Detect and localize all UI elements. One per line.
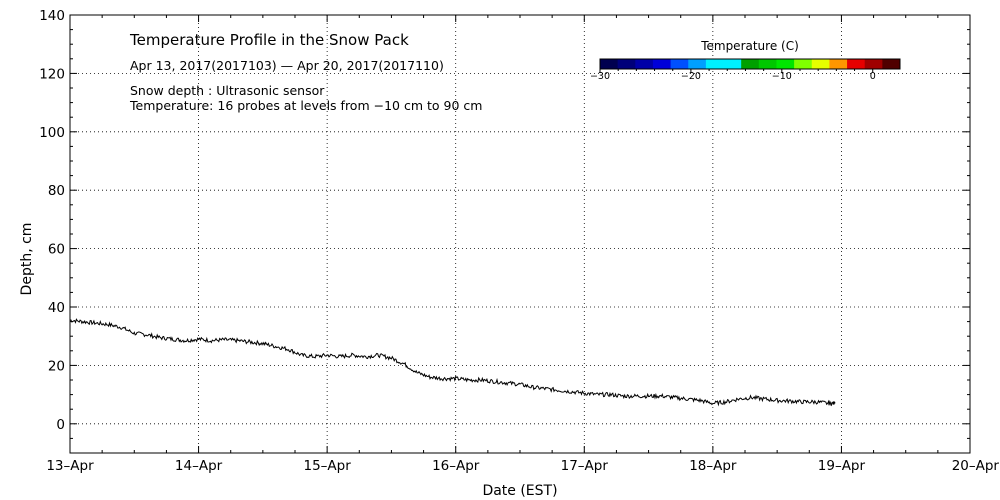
chart-title: Temperature Profile in the Snow Pack [129,31,409,49]
y-tick-label: 0 [56,417,65,433]
colorbar-tick-label: −20 [681,71,701,82]
chart-note-probes: Temperature: 16 probes at levels from −1… [129,98,482,113]
y-tick-label: 40 [48,300,65,316]
colorbar-tick-label: −30 [590,71,610,82]
colorbar-cell [688,59,707,69]
x-tick-label: 18–Apr [689,458,737,474]
colorbar-cell [776,59,795,69]
y-tick-label: 120 [39,66,65,82]
y-tick-label: 20 [48,358,65,374]
temperature-colorbar: Temperature (C) −30 −20 −10 0 [590,39,901,82]
grid-lines [70,14,970,453]
snow-depth-line [69,318,836,407]
x-tick-label: 19–Apr [818,458,866,474]
y-tick-label: 80 [48,183,65,199]
y-axis-label: Depth, cm [19,223,35,296]
x-tick-label: 20–Apr [952,458,1000,474]
colorbar-cell [882,59,901,69]
colorbar-cell [723,59,742,69]
colorbar-tick-label: −10 [772,71,792,82]
x-tick-label: 16–Apr [432,458,480,474]
colorbar-title: Temperature (C) [700,39,799,53]
x-tick-label: 13–Apr [46,458,94,474]
axes-layer: 0 20 40 60 80 100 120 140 13–Apr 14–Apr 15–Apr 16–A… [39,8,999,474]
colorbar-tick-label: 0 [870,71,876,82]
colorbar-cells [599,58,901,70]
y-tick-label: 100 [39,125,65,141]
y-tick-label: 140 [39,8,65,24]
chart-subtitle: Apr 13, 2017(2017103) — Apr 20, 2017(201… [130,58,444,73]
colorbar-cell [652,59,671,69]
colorbar-cell [758,59,777,69]
colorbar-cell [741,59,760,69]
colorbar-cell [847,59,866,69]
series-layer [69,318,836,407]
x-tick-label: 15–Apr [303,458,351,474]
colorbar-cell [811,59,830,69]
x-tick-label: 14–Apr [175,458,223,474]
colorbar-cell [794,59,813,69]
chart-note-sensor: Snow depth : Ultrasonic sensor [130,83,325,98]
colorbar-cell [617,59,636,69]
colorbar-cell [600,59,619,69]
colorbar-cell [705,59,724,69]
colorbar-cell [635,59,654,69]
colorbar-cell [864,59,883,69]
y-tick-label: 60 [48,242,65,258]
colorbar-ticks: −30 −20 −10 0 [590,69,876,82]
plot-frame [69,14,971,454]
colorbar-cell [829,59,848,69]
colorbar-cell [670,59,689,69]
x-tick-label: 17–Apr [561,458,609,474]
colorbar-frame [599,58,901,70]
x-axis-label: Date (EST) [482,483,557,499]
